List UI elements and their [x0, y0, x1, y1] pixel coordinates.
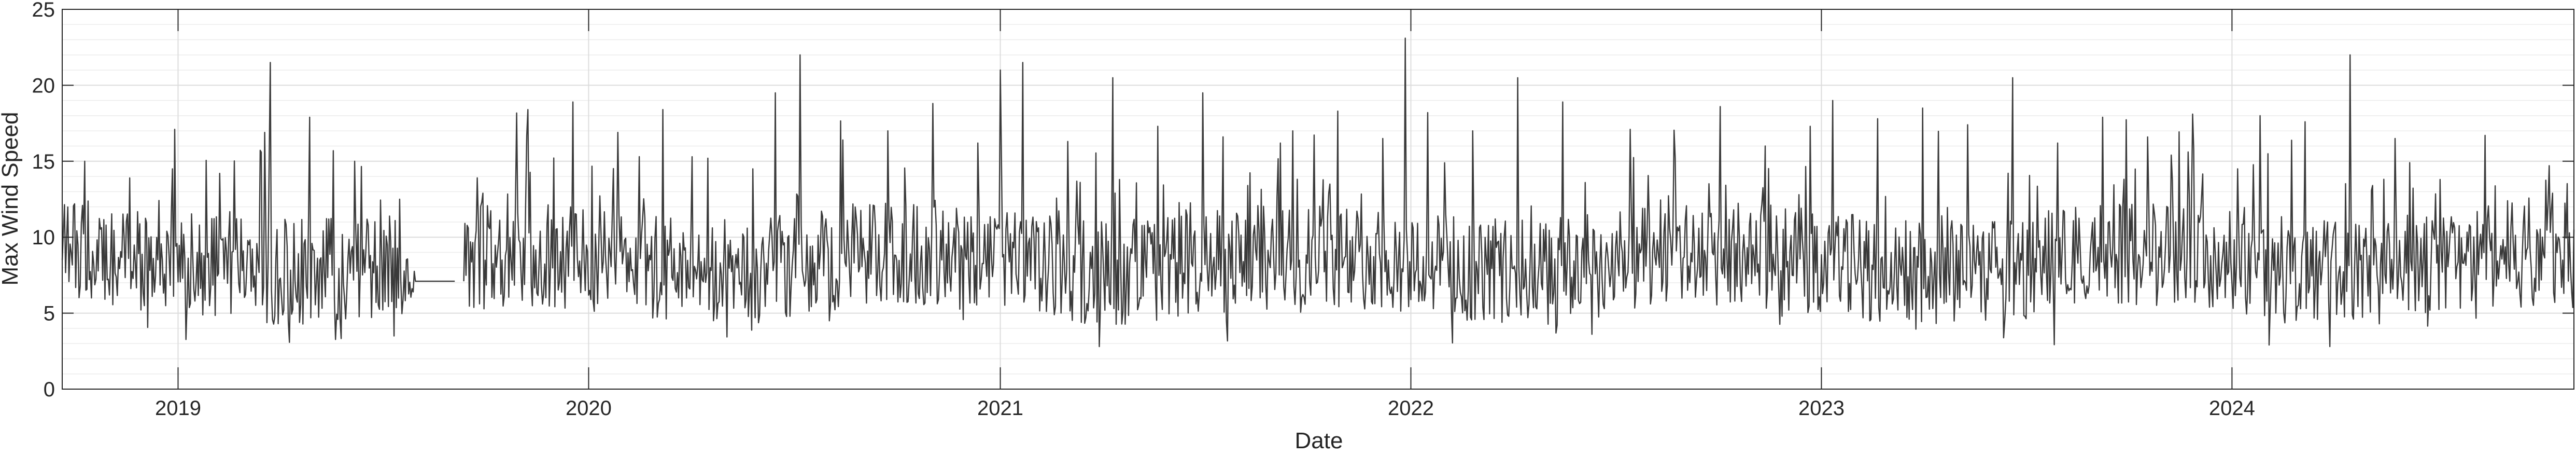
y-tick-label: 10: [32, 226, 55, 249]
x-tick-labels: 2019 2020 2021 2022 2023 2024: [155, 397, 2255, 420]
y-tick-labels: 0 5 10 15 20 25: [32, 0, 55, 401]
y-tick-label: 15: [32, 150, 55, 173]
y-axis-label: Max Wind Speed: [0, 112, 23, 285]
x-tick-label: 2023: [1798, 397, 1845, 420]
x-tick-label: 2021: [977, 397, 1023, 420]
x-tick-label: 2019: [155, 397, 201, 420]
series-line: [61, 37, 2575, 348]
y-tick-label: 25: [32, 0, 55, 21]
x-tick-label: 2024: [2209, 397, 2255, 420]
x-tick-label: 2022: [1388, 397, 1434, 420]
plot-frame: [62, 9, 2574, 390]
y-tick-label: 20: [32, 74, 55, 97]
x-axis-label: Date: [1295, 428, 1343, 453]
x-tick-label: 2020: [566, 397, 612, 420]
y-tick-label: 0: [44, 378, 55, 401]
y-tick-label: 5: [44, 302, 55, 325]
